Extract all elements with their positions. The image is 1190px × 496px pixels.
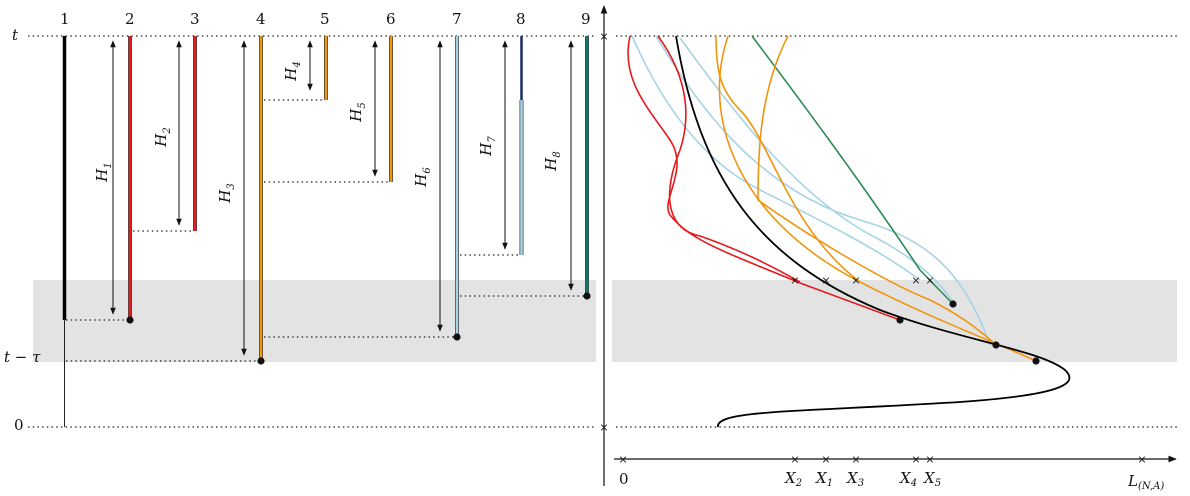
curve-end-dot-orange bbox=[1032, 357, 1040, 365]
h-axis-tick-x3: × bbox=[851, 453, 860, 466]
left-shaded-band bbox=[33, 280, 596, 362]
time-label-t-minus-tau: t − τ bbox=[4, 348, 41, 366]
endpoint-dot-4 bbox=[257, 357, 265, 365]
marker-label-x5: X5 bbox=[923, 469, 941, 489]
h-axis-tick-x2: × bbox=[790, 453, 799, 466]
curve-end-dot-green bbox=[949, 300, 957, 308]
curve-end-dot-lightblue bbox=[992, 341, 1000, 349]
crossing-mark-x2: × bbox=[790, 274, 799, 287]
h-axis-tick-x5: × bbox=[925, 453, 934, 466]
curve-lightblue-c bbox=[631, 35, 921, 281]
curve-orange-b bbox=[715, 35, 861, 283]
height-label-4: H4 bbox=[282, 61, 303, 81]
curve-red-a bbox=[627, 35, 901, 321]
endpoint-dot-2 bbox=[126, 316, 134, 324]
crossing-mark-x4: × bbox=[911, 274, 920, 287]
height-label-3: H3 bbox=[216, 183, 237, 203]
curve-end-dot-red bbox=[896, 316, 904, 324]
crossing-mark-x3: × bbox=[851, 274, 860, 287]
height-label-5: H5 bbox=[347, 102, 368, 122]
time-label-zero: 0 bbox=[14, 416, 24, 434]
height-label-2: H2 bbox=[152, 127, 173, 147]
lineage-number-2: 2 bbox=[125, 10, 135, 28]
h-axis-tick-origin: × bbox=[618, 453, 627, 466]
lineage-number-8: 8 bbox=[516, 10, 526, 28]
height-label-1: H1 bbox=[93, 162, 114, 182]
curve-lightblue-a bbox=[655, 35, 991, 346]
curve-red-b bbox=[657, 35, 801, 283]
lineage-number-4: 4 bbox=[256, 10, 266, 28]
lineage-number-6: 6 bbox=[386, 10, 396, 28]
marker-label-x4: X4 bbox=[899, 469, 917, 489]
lineage-number-1: 1 bbox=[60, 10, 70, 28]
height-label-7: H7 bbox=[477, 136, 498, 157]
h-axis-origin-label: 0 bbox=[619, 470, 629, 488]
time-label-t: t bbox=[12, 26, 19, 44]
lineage-number-7: 7 bbox=[452, 10, 462, 28]
height-label-6: H6 bbox=[412, 167, 433, 188]
height-label-8: H8 bbox=[542, 151, 563, 171]
h-axis-tick-x1: × bbox=[821, 453, 830, 466]
lineage-number-3: 3 bbox=[190, 10, 200, 28]
curve-black bbox=[675, 35, 1071, 428]
lineage-number-9: 9 bbox=[581, 10, 591, 28]
h-axis-tick-end: × bbox=[1137, 453, 1146, 466]
marker-label-x2: X2 bbox=[784, 469, 802, 489]
lineage-number-5: 5 bbox=[320, 10, 330, 28]
endpoint-dot-9 bbox=[583, 292, 591, 300]
endpoint-dot-7 bbox=[453, 333, 461, 341]
curve-green bbox=[751, 35, 954, 305]
crossing-mark-x1: × bbox=[821, 274, 830, 287]
marker-label-x3: X3 bbox=[846, 469, 864, 489]
axis-zero-cross: × bbox=[599, 421, 608, 434]
right-shaded-band bbox=[612, 280, 1177, 362]
curve-orange-c bbox=[757, 35, 997, 346]
curve-lightblue-b bbox=[679, 37, 956, 306]
axis-top-cross: × bbox=[599, 30, 608, 43]
h-axis-tick-x4: × bbox=[911, 453, 920, 466]
curve-orange-main bbox=[718, 35, 1037, 362]
right-panel: × × × × × × × × × × × bbox=[599, 5, 1178, 492]
crossing-mark-x5: × bbox=[925, 274, 934, 287]
marker-label-x1: X1 bbox=[815, 469, 833, 489]
h-axis-end-label: L(N,A) bbox=[1127, 472, 1164, 492]
left-panel: t t − τ 0 1 2 3 4 5 6 7 8 9 bbox=[4, 10, 596, 434]
